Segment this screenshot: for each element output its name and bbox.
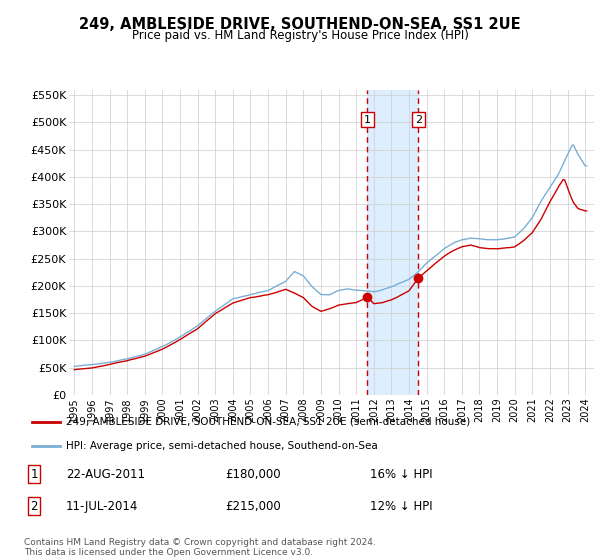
Text: 22-AUG-2011: 22-AUG-2011 — [66, 468, 145, 480]
Text: 1: 1 — [30, 468, 38, 480]
Text: 11-JUL-2014: 11-JUL-2014 — [66, 500, 138, 513]
Text: Contains HM Land Registry data © Crown copyright and database right 2024.
This d: Contains HM Land Registry data © Crown c… — [24, 538, 376, 557]
Text: 2: 2 — [30, 500, 38, 513]
Text: £215,000: £215,000 — [225, 500, 281, 513]
Text: Price paid vs. HM Land Registry's House Price Index (HPI): Price paid vs. HM Land Registry's House … — [131, 29, 469, 42]
Text: 16% ↓ HPI: 16% ↓ HPI — [370, 468, 433, 480]
Bar — [367, 90, 418, 395]
Text: HPI: Average price, semi-detached house, Southend-on-Sea: HPI: Average price, semi-detached house,… — [66, 441, 377, 451]
Text: 249, AMBLESIDE DRIVE, SOUTHEND-ON-SEA, SS1 2UE (semi-detached house): 249, AMBLESIDE DRIVE, SOUTHEND-ON-SEA, S… — [66, 417, 470, 427]
Text: 1: 1 — [364, 115, 371, 124]
Text: 2: 2 — [415, 115, 422, 124]
Text: 12% ↓ HPI: 12% ↓ HPI — [370, 500, 433, 513]
Text: 249, AMBLESIDE DRIVE, SOUTHEND-ON-SEA, SS1 2UE: 249, AMBLESIDE DRIVE, SOUTHEND-ON-SEA, S… — [79, 17, 521, 32]
Text: £180,000: £180,000 — [225, 468, 281, 480]
